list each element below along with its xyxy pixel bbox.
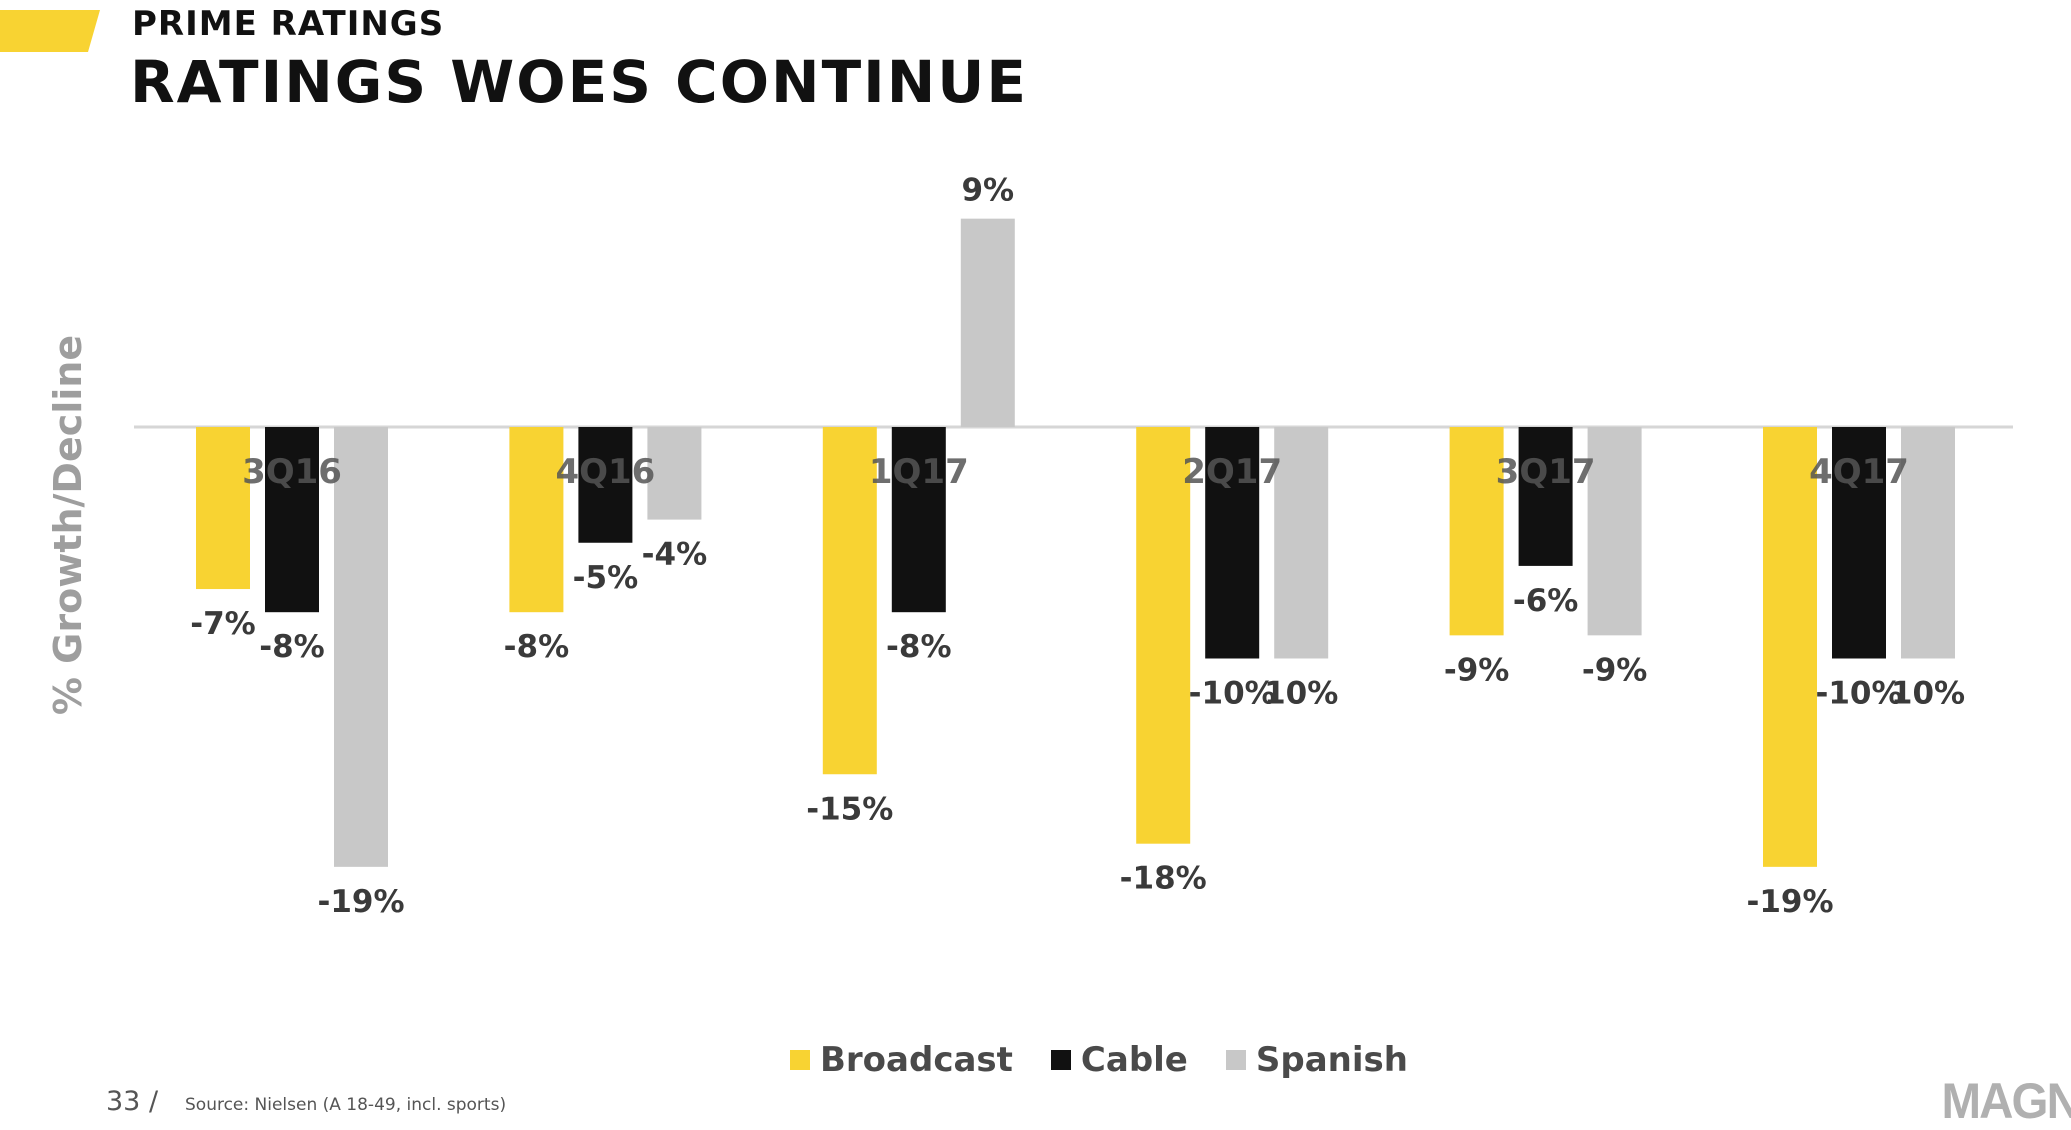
value-label-spanish-4q17: 10%: [1891, 676, 1965, 712]
bar-cable-2q17: [1205, 427, 1260, 659]
header-accent-bar: [0, 10, 100, 52]
value-label-broadcast-2q17: -18%: [1120, 861, 1207, 897]
bars-group: [196, 218, 1955, 867]
value-label-cable-4q17: -10%: [1815, 676, 1902, 712]
value-label-spanish-2q17: 10%: [1264, 676, 1338, 712]
category-label-3q16: 3Q16: [242, 452, 342, 492]
bar-broadcast-2q17: [1136, 427, 1191, 844]
section-kicker: PRIME RATINGS: [132, 4, 445, 44]
page-title: RATINGS WOES CONTINUE: [130, 48, 1028, 116]
category-labels-group: 3Q16 4Q16 1Q17 2Q17 3Q17 4Q17: [242, 452, 1909, 492]
legend-swatch-broadcast: [790, 1050, 810, 1070]
bar-cable-4q17: [1832, 427, 1886, 659]
bar-spanish-1q17: [960, 218, 1015, 427]
category-label-3q17: 3Q17: [1496, 452, 1596, 492]
value-label-cable-2q17: -10%: [1189, 676, 1276, 712]
bar-broadcast-3q17: [1449, 427, 1504, 636]
legend-label-broadcast: Broadcast: [820, 1040, 1013, 1080]
category-label-1q17: 1Q17: [869, 452, 969, 492]
value-label-spanish-4q16: -4%: [642, 537, 708, 573]
legend-item-broadcast: Broadcast: [790, 1040, 1013, 1080]
magna-logo: MAGNA: [1941, 1073, 2071, 1129]
value-label-broadcast-3q16: -7%: [190, 606, 256, 642]
bar-spanish-4q17: [1901, 427, 1955, 659]
value-labels-group: -7%-8%-19%-8%-5%-4%-15%-8%9%-18%-10%10%-…: [190, 173, 1965, 920]
bar-broadcast-4q16: [509, 427, 564, 613]
bar-broadcast-1q17: [822, 427, 877, 775]
category-label-4q16: 4Q16: [555, 452, 655, 492]
page-number: 33 /: [106, 1086, 159, 1117]
value-label-cable-3q16: -8%: [259, 629, 325, 665]
bar-spanish-3q16: [334, 427, 388, 867]
legend: Broadcast Cable Spanish: [790, 1040, 1446, 1080]
legend-swatch-spanish: [1225, 1050, 1246, 1070]
legend-label-spanish: Spanish: [1255, 1040, 1408, 1080]
value-label-spanish-3q17: -9%: [1582, 652, 1648, 688]
category-label-2q17: 2Q17: [1182, 452, 1282, 492]
legend-label-cable: Cable: [1080, 1040, 1188, 1080]
bar-cable-1q17: [891, 427, 946, 613]
bar-spanish-3q17: [1587, 427, 1642, 636]
bar-spanish-2q17: [1274, 427, 1329, 659]
value-label-spanish-3q16: -19%: [317, 884, 404, 920]
value-label-broadcast-4q17: -19%: [1746, 884, 1833, 920]
legend-item-spanish: Spanish: [1225, 1040, 1408, 1080]
value-label-broadcast-4q16: -8%: [504, 629, 570, 665]
value-label-spanish-1q17: 9%: [961, 173, 1014, 209]
bar-broadcast-4q17: [1763, 427, 1817, 867]
value-label-broadcast-1q17: -15%: [806, 791, 893, 827]
bar-spanish-4q16: [647, 427, 702, 520]
value-label-cable-4q16: -5%: [573, 560, 639, 596]
bar-broadcast-3q16: [196, 427, 250, 590]
bar-cable-3q17: [1518, 427, 1573, 566]
value-label-broadcast-3q17: -9%: [1444, 652, 1510, 688]
legend-swatch-cable: [1050, 1050, 1071, 1070]
bar-cable-4q16: [578, 427, 633, 543]
value-label-cable-3q17: -6%: [1513, 583, 1579, 619]
source-note: Source: Nielsen (A 18-49, incl. sports): [185, 1095, 507, 1115]
bar-cable-3q16: [265, 427, 319, 613]
value-label-cable-1q17: -8%: [886, 629, 952, 665]
legend-item-cable: Cable: [1050, 1040, 1188, 1080]
category-label-4q17: 4Q17: [1809, 452, 1909, 492]
